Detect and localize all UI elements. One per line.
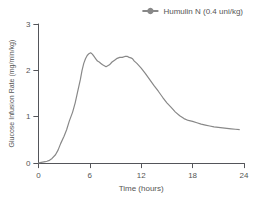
svg-text:12: 12 (137, 171, 146, 180)
svg-text:Glucose Infusion Rate (mg/min/: Glucose Infusion Rate (mg/min/kg) (8, 40, 16, 148)
svg-text:6: 6 (88, 171, 93, 180)
svg-text:1: 1 (26, 112, 31, 121)
svg-text:18: 18 (188, 171, 197, 180)
svg-text:Time (hours): Time (hours) (119, 184, 164, 193)
svg-text:Humulin N (0.4 uni/kg): Humulin N (0.4 uni/kg) (163, 7, 243, 16)
svg-text:3: 3 (26, 20, 31, 29)
svg-text:2: 2 (26, 66, 31, 75)
svg-text:0: 0 (26, 159, 31, 168)
svg-text:24: 24 (240, 171, 249, 180)
svg-text:0: 0 (36, 171, 41, 180)
